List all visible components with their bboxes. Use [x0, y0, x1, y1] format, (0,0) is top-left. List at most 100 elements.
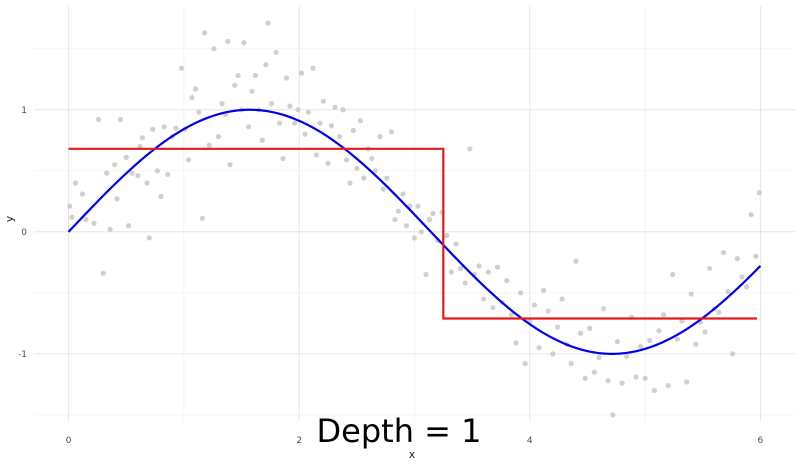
data-point: [748, 212, 754, 218]
data-point: [380, 186, 386, 192]
data-point: [725, 289, 731, 295]
data-point: [369, 155, 375, 162]
data-point: [161, 124, 167, 130]
data-point: [227, 162, 233, 168]
data-point: [702, 329, 708, 335]
data-point: [670, 271, 676, 278]
data-point: [235, 72, 241, 79]
data-point: [688, 291, 694, 297]
data-point: [357, 118, 363, 124]
data-point: [178, 65, 185, 71]
data-point: [125, 223, 132, 229]
data-point: [276, 120, 283, 126]
data-point: [325, 160, 331, 167]
data-point: [591, 369, 597, 375]
data-point: [91, 220, 97, 226]
data-point: [305, 109, 312, 115]
data-point: [568, 361, 574, 367]
data-point: [165, 171, 171, 178]
data-point: [426, 217, 433, 223]
data-point: [624, 353, 630, 359]
data-point: [123, 154, 129, 160]
data-point: [647, 337, 653, 344]
data-point: [651, 387, 657, 394]
data-point: [614, 339, 621, 345]
y-axis-tick-labels: -1 0 1: [18, 106, 27, 360]
x-tick-label: 2: [296, 436, 302, 446]
data-point: [291, 120, 298, 126]
data-point: [302, 131, 308, 137]
data-point: [517, 290, 524, 296]
x-tick-label: 0: [66, 436, 72, 446]
data-point: [716, 309, 722, 315]
data-point: [347, 180, 353, 186]
data-point: [137, 143, 143, 149]
data-point: [320, 98, 327, 104]
data-point: [117, 116, 124, 123]
data-point: [444, 232, 450, 239]
data-point: [150, 126, 156, 132]
data-point: [684, 379, 690, 385]
y-axis-label: y: [3, 215, 16, 222]
data-point: [665, 383, 671, 389]
data-point: [485, 269, 491, 275]
data-point: [95, 116, 102, 123]
data-point: [423, 271, 429, 278]
data-point: [287, 103, 293, 109]
data-point: [619, 380, 625, 386]
data-point: [350, 127, 356, 134]
true-function-curve: [67, 108, 762, 355]
data-point: [753, 253, 759, 259]
data-point: [730, 351, 736, 357]
data-point: [481, 296, 487, 302]
data-point: [674, 336, 680, 342]
data-point: [400, 191, 406, 197]
data-point: [310, 65, 316, 71]
data-point: [403, 223, 410, 229]
data-point: [550, 351, 556, 357]
data-point: [317, 120, 323, 126]
data-point: [67, 203, 73, 209]
data-point: [154, 168, 160, 174]
data-point: [377, 134, 383, 140]
data-point: [114, 196, 120, 202]
data-point: [462, 280, 468, 286]
y-tick-label: -1: [18, 350, 27, 360]
data-point: [265, 20, 271, 26]
data-point: [448, 269, 454, 275]
data-point: [388, 129, 395, 135]
data-point: [273, 49, 279, 55]
data-point: [79, 191, 86, 197]
data-point: [605, 378, 611, 384]
data-point: [430, 210, 436, 217]
data-point: [259, 137, 265, 143]
data-point: [693, 341, 699, 347]
data-point: [642, 375, 648, 381]
data-point: [72, 180, 79, 186]
data-point: [577, 330, 584, 336]
data-point: [656, 328, 662, 334]
data-point: [185, 157, 192, 163]
data-point: [545, 308, 551, 314]
data-point: [633, 374, 639, 380]
data-point: [332, 104, 338, 110]
data-point: [215, 134, 222, 140]
data-point: [252, 72, 258, 79]
data-point: [392, 217, 398, 223]
data-point: [743, 284, 750, 290]
step-fit-line: [68, 147, 757, 320]
data-point: [283, 75, 290, 81]
data-point: [249, 88, 255, 95]
data-point: [146, 235, 152, 241]
data-point: [522, 361, 528, 367]
data-point: [199, 215, 205, 221]
data-point: [354, 165, 360, 171]
x-axis-label: x: [409, 448, 416, 461]
data-point: [384, 175, 390, 181]
data-point: [107, 226, 113, 232]
y-tick-label: 0: [21, 228, 27, 238]
data-point: [219, 101, 225, 107]
data-point: [660, 312, 667, 318]
data-point: [504, 278, 510, 284]
data-point: [756, 190, 762, 196]
